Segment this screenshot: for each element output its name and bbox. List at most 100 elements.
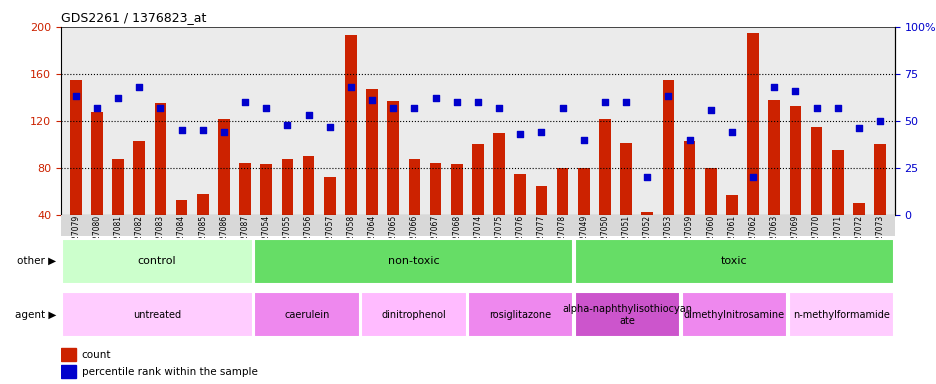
- Point: [681, 137, 696, 143]
- Point: [386, 105, 401, 111]
- Point: [448, 99, 463, 105]
- Bar: [535, 185, 547, 215]
- Bar: [810, 127, 822, 215]
- Point: [491, 105, 506, 111]
- FancyBboxPatch shape: [360, 293, 466, 337]
- Bar: [492, 133, 505, 215]
- Bar: [789, 106, 800, 215]
- Bar: [578, 168, 589, 215]
- Point: [766, 84, 781, 90]
- Point: [195, 127, 210, 134]
- Point: [174, 127, 189, 134]
- Point: [216, 129, 231, 135]
- Point: [406, 105, 421, 111]
- FancyBboxPatch shape: [467, 293, 573, 337]
- Bar: [387, 101, 399, 215]
- Text: agent ▶: agent ▶: [15, 310, 56, 320]
- Point: [660, 93, 675, 99]
- Text: alpha-naphthylisothiocyan
ate: alpha-naphthylisothiocyan ate: [562, 304, 692, 326]
- Point: [597, 99, 612, 105]
- FancyBboxPatch shape: [254, 293, 359, 337]
- Text: control: control: [138, 256, 176, 266]
- Bar: [239, 163, 251, 215]
- Point: [808, 105, 823, 111]
- Text: percentile rank within the sample: percentile rank within the sample: [81, 367, 257, 377]
- Point: [470, 99, 485, 105]
- Point: [554, 105, 569, 111]
- Point: [851, 126, 866, 132]
- Bar: [472, 144, 483, 215]
- Text: caerulein: caerulein: [284, 310, 329, 320]
- Text: untreated: untreated: [133, 310, 181, 320]
- Point: [364, 97, 379, 103]
- Bar: [218, 119, 229, 215]
- Point: [534, 129, 548, 135]
- Bar: [704, 168, 716, 215]
- Point: [512, 131, 527, 137]
- FancyBboxPatch shape: [788, 293, 893, 337]
- Bar: [831, 151, 842, 215]
- Point: [639, 174, 654, 180]
- Point: [829, 105, 844, 111]
- Point: [153, 105, 168, 111]
- Point: [322, 124, 337, 130]
- Point: [89, 105, 104, 111]
- Bar: [61, 365, 76, 379]
- Bar: [725, 195, 737, 215]
- Point: [428, 95, 443, 101]
- Bar: [366, 89, 377, 215]
- Point: [300, 112, 315, 118]
- Point: [576, 137, 591, 143]
- Text: toxic: toxic: [721, 256, 747, 266]
- Bar: [61, 348, 76, 361]
- Bar: [408, 159, 419, 215]
- Point: [724, 129, 739, 135]
- Text: n-methylformamide: n-methylformamide: [792, 310, 889, 320]
- Point: [745, 174, 760, 180]
- Bar: [302, 156, 314, 215]
- Bar: [746, 33, 758, 215]
- Point: [702, 107, 717, 113]
- Point: [618, 99, 633, 105]
- Bar: [176, 200, 187, 215]
- Text: other ▶: other ▶: [17, 256, 56, 266]
- Bar: [133, 141, 145, 215]
- Bar: [662, 80, 674, 215]
- Bar: [556, 168, 568, 215]
- Bar: [154, 103, 166, 215]
- Text: rosiglitazone: rosiglitazone: [489, 310, 551, 320]
- Bar: [640, 212, 652, 215]
- Bar: [514, 174, 525, 215]
- Bar: [598, 119, 610, 215]
- Bar: [768, 100, 779, 215]
- Point: [871, 118, 886, 124]
- Point: [787, 88, 802, 94]
- FancyBboxPatch shape: [680, 293, 786, 337]
- FancyBboxPatch shape: [62, 293, 253, 337]
- Text: GDS2261 / 1376823_at: GDS2261 / 1376823_at: [61, 11, 206, 24]
- Point: [280, 122, 295, 128]
- Point: [110, 95, 125, 101]
- Point: [258, 105, 273, 111]
- FancyBboxPatch shape: [62, 239, 253, 283]
- Point: [132, 84, 147, 90]
- Text: dinitrophenol: dinitrophenol: [381, 310, 446, 320]
- Text: non-toxic: non-toxic: [388, 256, 439, 266]
- Text: dimethylnitrosamine: dimethylnitrosamine: [683, 310, 784, 320]
- Bar: [112, 159, 124, 215]
- Bar: [197, 194, 209, 215]
- Bar: [70, 80, 81, 215]
- Text: count: count: [81, 349, 111, 359]
- Bar: [91, 112, 103, 215]
- Bar: [450, 164, 462, 215]
- Bar: [683, 141, 695, 215]
- Bar: [324, 177, 335, 215]
- Bar: [260, 164, 271, 215]
- Point: [68, 93, 83, 99]
- Point: [343, 84, 358, 90]
- Bar: [281, 159, 293, 215]
- FancyBboxPatch shape: [574, 239, 893, 283]
- Point: [238, 99, 253, 105]
- Bar: [852, 203, 864, 215]
- FancyBboxPatch shape: [254, 239, 573, 283]
